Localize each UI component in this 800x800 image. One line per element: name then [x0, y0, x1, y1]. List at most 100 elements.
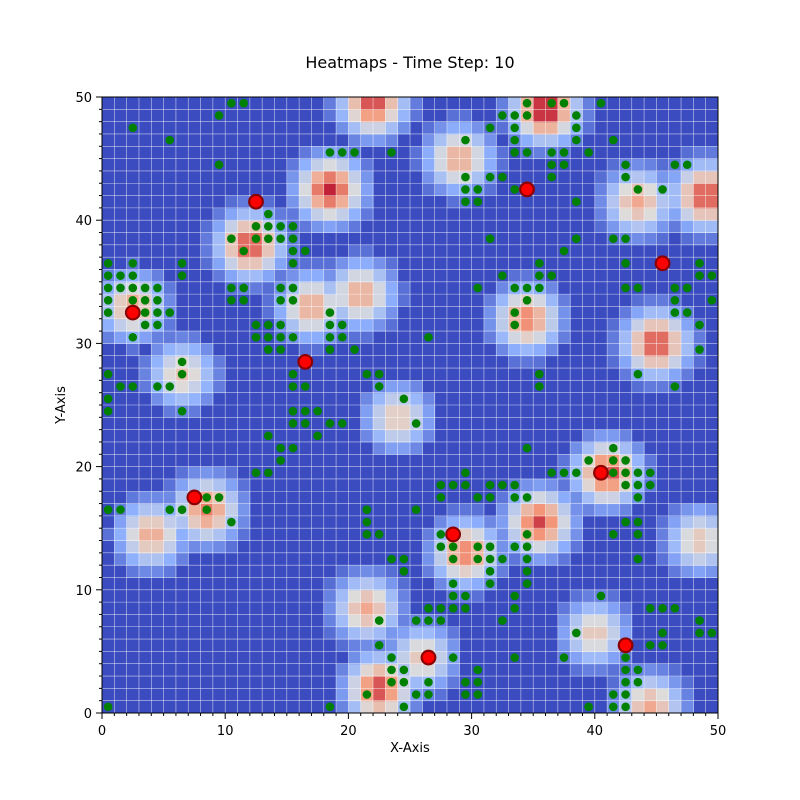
heat-cell	[397, 97, 411, 110]
heat-cell	[385, 109, 399, 123]
heat-cell	[446, 183, 460, 197]
green-marker	[128, 382, 138, 391]
heat-cell	[163, 294, 177, 307]
heat-cell	[175, 331, 189, 344]
green-marker	[387, 148, 396, 157]
heat-cell	[619, 602, 633, 615]
heat-cell	[188, 503, 202, 517]
green-marker	[559, 148, 569, 157]
green-marker	[621, 665, 630, 675]
heat-cell	[520, 355, 534, 369]
green-marker	[522, 579, 532, 588]
heat-cell	[225, 244, 239, 258]
heat-cell	[126, 552, 140, 566]
heat-cell	[471, 577, 485, 591]
heat-cell	[151, 540, 165, 554]
green-marker	[633, 369, 643, 379]
heat-cell	[385, 269, 399, 283]
heat-cell	[557, 294, 571, 307]
red-marker	[297, 353, 314, 370]
green-marker	[621, 653, 630, 662]
heat-cell	[668, 503, 682, 517]
heat-cell	[348, 577, 362, 591]
heat-cell	[422, 565, 436, 578]
green-marker	[608, 456, 618, 465]
heat-cell	[323, 220, 337, 234]
heat-cell	[582, 503, 596, 517]
green-marker	[522, 542, 532, 551]
heat-cell	[151, 392, 165, 406]
green-marker	[103, 369, 113, 379]
green-marker	[522, 530, 532, 539]
heat-cell	[323, 589, 337, 603]
heat-cell	[668, 663, 682, 677]
green-marker	[300, 406, 310, 416]
green-marker	[325, 148, 335, 157]
heat-cell	[668, 207, 682, 221]
heat-cell	[249, 281, 263, 295]
green-marker	[153, 308, 162, 317]
green-marker	[288, 332, 298, 342]
heat-cell	[397, 121, 411, 135]
heat-cell	[151, 331, 165, 344]
heat-cell	[175, 466, 189, 480]
heat-cell	[656, 355, 670, 369]
heat-cell	[508, 355, 522, 369]
heat-cell	[225, 269, 239, 283]
green-marker	[584, 702, 593, 712]
heat-cell	[373, 602, 386, 615]
heat-cell	[397, 626, 411, 640]
heat-cell	[348, 183, 362, 197]
heat-cell	[471, 565, 485, 578]
heat-cell	[225, 257, 239, 270]
green-marker	[436, 542, 446, 551]
heat-cell	[360, 577, 374, 591]
green-marker	[608, 234, 618, 243]
heat-cell	[545, 503, 559, 517]
green-marker	[103, 406, 113, 416]
green-marker	[535, 283, 544, 293]
green-marker	[362, 517, 372, 527]
heat-cell	[483, 158, 497, 172]
green-marker	[522, 493, 532, 502]
heat-cell	[348, 97, 362, 110]
heat-cell	[299, 318, 312, 332]
heat-cell	[471, 121, 485, 135]
green-marker	[177, 369, 187, 379]
heat-cell	[188, 528, 202, 542]
green-marker	[485, 554, 495, 564]
plot-area	[102, 97, 718, 713]
heat-cell	[570, 515, 583, 529]
heat-cell	[545, 133, 559, 147]
heat-cell	[570, 454, 583, 468]
heat-cell	[557, 454, 571, 468]
heat-cell	[336, 663, 349, 677]
heat-cell	[483, 318, 497, 332]
green-marker	[559, 98, 569, 108]
heat-cell	[520, 503, 534, 517]
green-marker	[411, 419, 421, 428]
heat-cell	[286, 158, 300, 172]
green-marker	[264, 431, 273, 441]
heat-cell	[175, 515, 189, 529]
heat-cell	[348, 663, 362, 677]
x-tick-label: 0	[98, 724, 106, 739]
heat-cell	[311, 318, 325, 332]
heat-cell	[397, 417, 411, 431]
heat-cell	[533, 133, 547, 147]
heat-cell	[422, 170, 436, 184]
green-marker	[153, 320, 162, 330]
heat-cell	[373, 109, 386, 123]
heat-cell	[557, 528, 571, 542]
green-marker	[510, 320, 520, 330]
green-marker	[522, 554, 532, 564]
green-marker	[276, 345, 285, 354]
heat-cell	[631, 294, 645, 307]
heat-cell	[594, 602, 608, 615]
x-axis-ticks: 0 10 20 30 40 50	[98, 713, 726, 739]
heat-cell	[262, 195, 275, 209]
heat-cell	[348, 133, 362, 147]
heat-cell	[434, 676, 448, 689]
heat-cell	[299, 207, 312, 221]
green-marker	[658, 640, 667, 650]
